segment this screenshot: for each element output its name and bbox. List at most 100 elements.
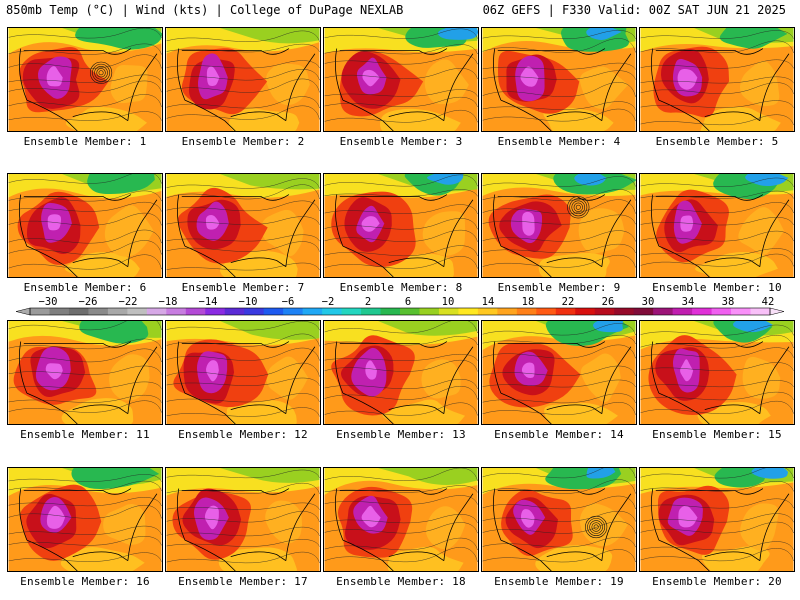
wind-contour: [482, 323, 636, 336]
temperature-map: [481, 173, 637, 278]
colorbar-label: 6: [404, 296, 412, 308]
east-coastline: [285, 346, 316, 414]
ensemble-panel: Ensemble Member: 12: [165, 320, 321, 441]
ensemble-panel: Ensemble Member: 15: [639, 320, 795, 441]
gulf-coastline: [704, 111, 761, 122]
wind-contour: [166, 362, 320, 377]
wind-contour: [324, 89, 478, 97]
wind-contour: [8, 201, 162, 212]
us-mexico-border: [342, 245, 394, 277]
wind-contour: [8, 28, 162, 39]
gulf-coastline: [546, 257, 603, 268]
cold-blue-area: [733, 321, 773, 333]
wind-contour: [640, 380, 794, 388]
west-coastline: [492, 194, 502, 247]
low-pressure-ring: [571, 200, 586, 215]
wind-contour: [166, 526, 320, 537]
us-canada-border: [23, 194, 132, 201]
wind-contour: [166, 241, 320, 252]
low-pressure-ring: [92, 63, 110, 82]
east-area: [266, 63, 310, 106]
colorbar-swatch: [224, 308, 245, 315]
ensemble-member-caption: Ensemble Member: 4: [497, 135, 621, 148]
us-canada-border: [339, 194, 448, 201]
west-coastline: [334, 341, 344, 394]
wind-contour: [482, 393, 636, 404]
colorbar-label: 42: [761, 296, 775, 308]
wind-contour: [324, 44, 478, 55]
wind-contour: [640, 347, 794, 358]
gulf-area: [382, 399, 466, 424]
east-area: [109, 354, 150, 401]
east-coastline: [759, 199, 790, 267]
gulf-coastline: [388, 404, 445, 415]
east-coastline: [601, 493, 632, 561]
wind-contour: [482, 214, 636, 225]
wind-contour: [166, 377, 320, 386]
wind-contour: [640, 190, 794, 199]
wind-contour: [640, 513, 794, 523]
temperature-map: [323, 467, 479, 572]
wind-contour: [482, 521, 636, 534]
cold-blue-area: [586, 28, 622, 40]
wind-contour: [324, 256, 478, 269]
colorbar-swatch: [380, 308, 401, 315]
wind-contour: [640, 230, 794, 242]
gulf-area: [61, 398, 134, 424]
low-pressure-ring: [98, 70, 104, 76]
low-pressure-ring: [94, 66, 108, 80]
wind-contour: [166, 321, 320, 331]
colorbar-swatch: [731, 308, 752, 315]
temperature-colorbar: [15, 307, 785, 316]
ensemble-member-caption: Ensemble Member: 18: [336, 575, 466, 588]
colorbar-swatch: [302, 308, 323, 315]
cold-blue-area: [586, 468, 616, 479]
us-canada-border: [339, 341, 448, 348]
ensemble-member-caption: Ensemble Member: 12: [178, 428, 308, 441]
temperature-map: [639, 27, 795, 132]
wind-contour: [482, 335, 636, 345]
east-area: [579, 66, 629, 109]
east-coastline: [127, 53, 158, 121]
wind-contour: [8, 174, 162, 184]
colorbar-swatch: [594, 308, 615, 315]
us-mexico-border: [658, 99, 710, 131]
temperature-map: [7, 173, 163, 278]
low-pressure-ring: [573, 202, 583, 212]
wind-contour: [166, 216, 320, 225]
wind-contour: [166, 60, 320, 69]
colorbar-swatch: [88, 308, 109, 315]
temperature-map: [639, 173, 795, 278]
us-canada-border: [497, 48, 606, 55]
extreme-heat-center: [46, 66, 63, 87]
extreme-heat-center: [206, 66, 220, 86]
ensemble-member-caption: Ensemble Member: 9: [497, 281, 621, 294]
wind-contour: [482, 536, 636, 548]
gulf-coastline: [72, 257, 129, 268]
wind-contour: [482, 549, 636, 563]
wind-contour: [324, 547, 478, 563]
ensemble-panel: Ensemble Member: 8: [323, 173, 479, 294]
ensemble-panel: Ensemble Member: 6: [7, 173, 163, 294]
wind-contour: [166, 96, 320, 109]
east-coastline: [443, 53, 474, 121]
wind-contour: [166, 200, 320, 212]
gulf-area: [543, 107, 614, 131]
east-coastline: [443, 199, 474, 267]
colorbar-swatch: [322, 308, 343, 315]
wind-contour: [324, 189, 478, 197]
ensemble-panel: Ensemble Member: 9: [481, 173, 637, 294]
colorbar-swatch: [575, 308, 596, 315]
wind-contour: [482, 101, 636, 110]
ensemble-panel: Ensemble Member: 18: [323, 467, 479, 588]
extreme-heat-center: [680, 215, 694, 232]
east-area: [104, 205, 154, 257]
wind-contour: [324, 336, 478, 346]
east-coastline: [601, 346, 632, 414]
wind-contour: [324, 218, 478, 230]
us-mexico-border: [342, 539, 394, 571]
colorbar-swatch: [711, 308, 732, 315]
wind-contour: [166, 234, 320, 242]
us-mexico-border: [26, 392, 78, 424]
west-coastline: [334, 488, 344, 541]
